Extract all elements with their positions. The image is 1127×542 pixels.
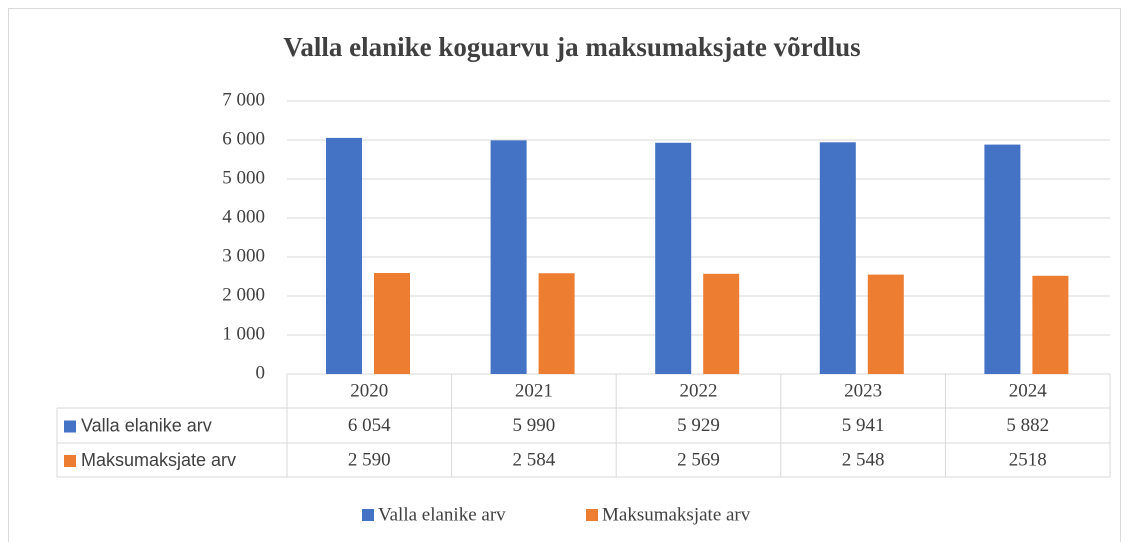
y-tick-label: 3 000 (222, 245, 265, 266)
y-tick-label: 2 000 (222, 284, 265, 305)
table-cell: 5 882 (1006, 415, 1049, 436)
table-cell: 2518 (1009, 449, 1047, 470)
table-legend-key (64, 420, 76, 433)
y-tick-label: 0 (256, 362, 266, 383)
table-legend-key (64, 455, 76, 467)
table-cell: 2 584 (513, 449, 556, 470)
x-tick-label: 2023 (844, 380, 882, 401)
table-cell: 2 548 (842, 449, 885, 470)
bar (1032, 275, 1069, 374)
bar (374, 272, 410, 374)
table-row-label: Valla elanike arv (81, 415, 212, 435)
table-cell: 5 941 (842, 415, 885, 436)
table-cell: 2 569 (677, 449, 720, 470)
bar (984, 144, 1021, 374)
bar (655, 142, 692, 374)
y-tick-label: 7 000 (222, 89, 265, 110)
bar (703, 273, 740, 374)
table-row-label: Maksumaksjate arv (81, 450, 236, 470)
y-tick-label: 5 000 (222, 167, 265, 188)
table-cell: 6 054 (348, 415, 391, 436)
bar (490, 140, 527, 374)
legend-label: Maksumaksjate arv (602, 504, 751, 525)
x-tick-label: 2024 (1009, 380, 1048, 401)
y-tick-label: 6 000 (222, 128, 265, 149)
chart-title: Valla elanike koguarvu ja maksumaksjate … (283, 32, 860, 62)
x-tick-label: 2022 (680, 380, 718, 401)
x-tick-label: 2021 (515, 380, 553, 401)
y-tick-label: 1 000 (222, 323, 265, 344)
bar (326, 137, 362, 374)
x-tick-label: 2020 (350, 380, 388, 401)
bar (867, 274, 904, 374)
legend-key (586, 509, 598, 521)
legend-label: Valla elanike arv (378, 504, 506, 525)
table-cell: 2 590 (348, 449, 391, 470)
bar (819, 142, 856, 374)
legend-key (362, 509, 374, 521)
table-cell: 5 929 (677, 415, 720, 436)
table-cell: 5 990 (513, 415, 556, 436)
y-tick-label: 4 000 (222, 206, 265, 227)
bar (538, 273, 575, 374)
